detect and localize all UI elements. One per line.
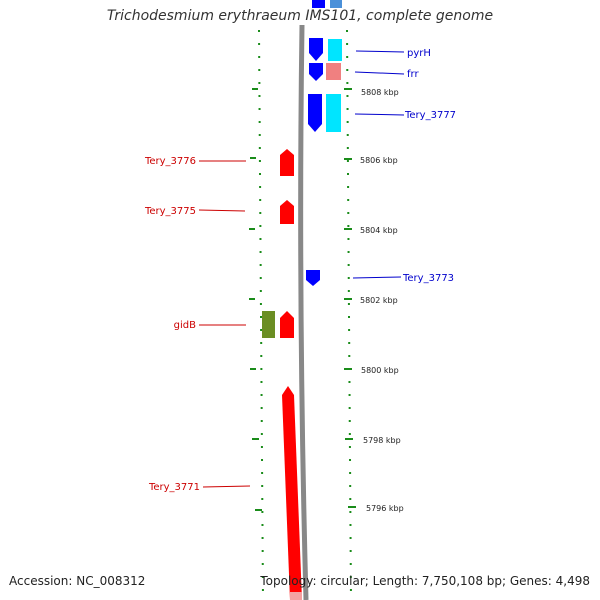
label-frr: frr	[407, 69, 419, 80]
label-pyrH: pyrH	[407, 48, 431, 59]
gene-rna-pink	[326, 63, 341, 80]
gene-bottom-pink	[290, 592, 302, 600]
label-tery-3773: Tery_3773	[402, 273, 454, 284]
coord-label: 5808 kbp	[361, 88, 399, 97]
label-tery-3777: Tery_3777	[404, 110, 456, 121]
accession-info: Accession: NC_008312	[9, 574, 146, 588]
gene-frr	[309, 63, 323, 81]
right-dashes	[344, 88, 356, 508]
gene-tery-3773	[306, 270, 320, 286]
left-leaders	[198, 160, 251, 488]
gene-reverse-top	[312, 0, 325, 8]
left-dashes	[249, 88, 262, 511]
coord-label: 5798 kbp	[363, 436, 401, 445]
gene-pyrH	[309, 38, 323, 61]
label-tery-3775: Tery_3775	[144, 206, 196, 217]
right-leaders	[352, 50, 405, 279]
genome-backbone	[298, 24, 309, 600]
coord-label: 5804 kbp	[360, 226, 398, 235]
gene-tery-3777	[308, 94, 322, 132]
genome-stats: Topology: circular; Length: 7,750,108 bp…	[260, 574, 590, 588]
genome-title: Trichodesmium erythraeum IMS101, complet…	[106, 8, 494, 24]
gene-gidB-olive	[262, 311, 275, 338]
gene-tery-3776	[280, 149, 294, 176]
marker-column-right	[346, 29, 352, 600]
label-tery-3771: Tery_3771	[148, 482, 200, 493]
gene-rna-top	[330, 0, 342, 8]
coord-label: 5802 kbp	[360, 296, 398, 305]
label-tery-3776: Tery_3776	[144, 156, 196, 167]
gene-tery-3775	[280, 200, 294, 224]
gene-tery-3771	[282, 386, 302, 600]
coord-label: 5806 kbp	[360, 156, 398, 165]
coord-label: 5800 kbp	[361, 366, 399, 375]
gene-gidB	[280, 311, 294, 338]
coord-label: 5796 kbp	[366, 504, 404, 513]
gene-rna-cyan-1	[328, 39, 342, 61]
label-gidB: gidB	[174, 320, 196, 331]
gene-rna-cyan-2	[326, 94, 341, 132]
